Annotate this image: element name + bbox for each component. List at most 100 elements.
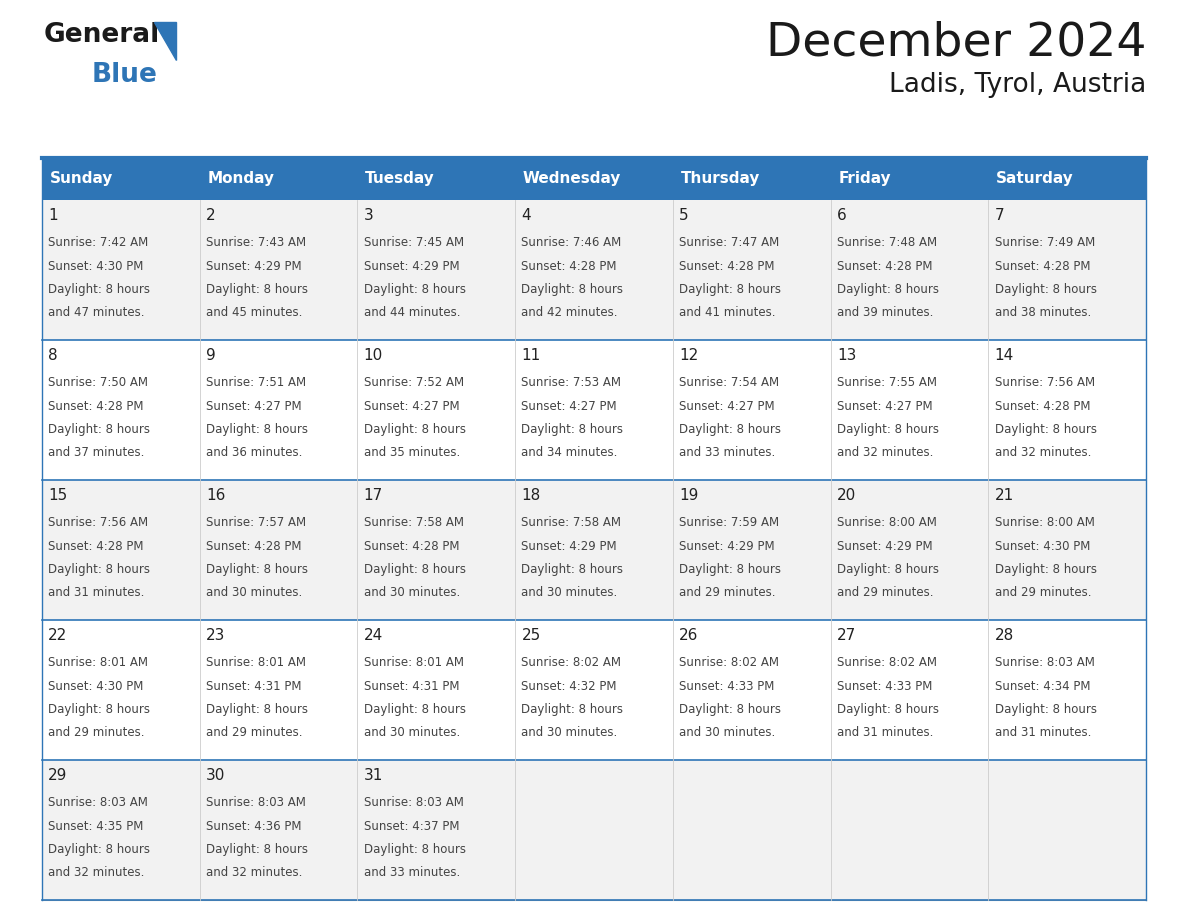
Text: 25: 25 [522,629,541,644]
Text: Wednesday: Wednesday [523,172,621,186]
Text: General: General [44,22,160,48]
Text: 17: 17 [364,488,383,503]
Text: and 32 minutes.: and 32 minutes. [49,866,145,879]
Text: Sunset: 4:31 PM: Sunset: 4:31 PM [206,679,302,692]
Text: Sunrise: 8:03 AM: Sunrise: 8:03 AM [364,797,463,810]
Text: Sunday: Sunday [50,172,113,186]
Text: 6: 6 [836,208,847,223]
Text: 27: 27 [836,629,857,644]
Bar [988,200,1146,340]
Text: 4: 4 [522,208,531,223]
Text: Sunrise: 7:56 AM: Sunrise: 7:56 AM [49,517,148,530]
Text: 11: 11 [522,349,541,364]
Bar [358,620,516,760]
Text: Daylight: 8 hours: Daylight: 8 hours [49,422,151,436]
Text: Sunset: 4:27 PM: Sunset: 4:27 PM [522,399,617,412]
Text: 1: 1 [49,208,58,223]
Text: Daylight: 8 hours: Daylight: 8 hours [994,283,1097,296]
Text: 8: 8 [49,349,58,364]
Text: Sunrise: 7:51 AM: Sunrise: 7:51 AM [206,376,307,389]
Text: Daylight: 8 hours: Daylight: 8 hours [49,283,151,296]
Text: Sunrise: 7:58 AM: Sunrise: 7:58 AM [364,517,463,530]
Text: Sunrise: 7:50 AM: Sunrise: 7:50 AM [49,376,148,389]
Text: and 30 minutes.: and 30 minutes. [206,586,302,599]
Text: and 30 minutes.: and 30 minutes. [364,586,460,599]
Text: Sunset: 4:32 PM: Sunset: 4:32 PM [522,679,617,692]
Text: Sunset: 4:29 PM: Sunset: 4:29 PM [680,540,775,553]
Bar [516,158,672,200]
Text: Sunset: 4:27 PM: Sunset: 4:27 PM [836,399,933,412]
Text: Sunset: 4:27 PM: Sunset: 4:27 PM [364,399,460,412]
Text: Sunrise: 8:03 AM: Sunrise: 8:03 AM [994,656,1094,669]
Text: and 45 minutes.: and 45 minutes. [206,306,303,319]
Text: Sunrise: 8:00 AM: Sunrise: 8:00 AM [836,517,937,530]
Text: and 30 minutes.: and 30 minutes. [522,586,618,599]
Text: 21: 21 [994,488,1013,503]
Text: Daylight: 8 hours: Daylight: 8 hours [364,283,466,296]
Bar [42,200,200,340]
Text: Tuesday: Tuesday [366,172,435,186]
Bar [516,200,672,340]
Bar [830,158,988,200]
Bar [358,158,516,200]
Text: and 39 minutes.: and 39 minutes. [836,306,934,319]
Text: Daylight: 8 hours: Daylight: 8 hours [364,563,466,576]
Text: Sunset: 4:36 PM: Sunset: 4:36 PM [206,820,302,833]
Text: Sunrise: 8:02 AM: Sunrise: 8:02 AM [836,656,937,669]
Bar [830,760,988,900]
Text: 18: 18 [522,488,541,503]
Text: Blue: Blue [91,62,158,88]
Bar [672,340,830,480]
Text: 5: 5 [680,208,689,223]
Bar [988,480,1146,620]
Text: Monday: Monday [208,172,274,186]
Text: Sunrise: 7:48 AM: Sunrise: 7:48 AM [836,237,937,250]
Text: Sunset: 4:29 PM: Sunset: 4:29 PM [206,260,302,273]
Text: Ladis, Tyrol, Austria: Ladis, Tyrol, Austria [889,72,1146,98]
Text: Daylight: 8 hours: Daylight: 8 hours [680,702,782,716]
Text: and 29 minutes.: and 29 minutes. [994,586,1091,599]
Bar [358,200,516,340]
Text: Daylight: 8 hours: Daylight: 8 hours [680,283,782,296]
Text: Sunset: 4:33 PM: Sunset: 4:33 PM [836,679,933,692]
Bar [42,760,200,900]
Bar [672,480,830,620]
Text: Sunrise: 7:45 AM: Sunrise: 7:45 AM [364,237,463,250]
Text: Sunset: 4:28 PM: Sunset: 4:28 PM [206,540,302,553]
Text: Friday: Friday [839,172,891,186]
Text: Sunrise: 8:02 AM: Sunrise: 8:02 AM [522,656,621,669]
Text: Daylight: 8 hours: Daylight: 8 hours [836,563,939,576]
Text: 23: 23 [206,629,226,644]
Text: and 37 minutes.: and 37 minutes. [49,446,145,459]
Text: Sunset: 4:33 PM: Sunset: 4:33 PM [680,679,775,692]
Text: Daylight: 8 hours: Daylight: 8 hours [522,702,624,716]
Text: 14: 14 [994,349,1013,364]
Text: and 41 minutes.: and 41 minutes. [680,306,776,319]
Text: and 36 minutes.: and 36 minutes. [206,446,303,459]
Text: and 32 minutes.: and 32 minutes. [206,866,303,879]
Text: Daylight: 8 hours: Daylight: 8 hours [206,843,308,856]
Text: and 29 minutes.: and 29 minutes. [836,586,934,599]
Text: 15: 15 [49,488,68,503]
Text: Daylight: 8 hours: Daylight: 8 hours [994,702,1097,716]
Text: Sunset: 4:27 PM: Sunset: 4:27 PM [680,399,775,412]
Bar [200,340,358,480]
Text: 30: 30 [206,768,226,783]
Text: Sunset: 4:30 PM: Sunset: 4:30 PM [49,260,144,273]
Text: Sunrise: 8:01 AM: Sunrise: 8:01 AM [206,656,307,669]
Bar [200,620,358,760]
Text: Sunset: 4:31 PM: Sunset: 4:31 PM [364,679,460,692]
Text: Sunset: 4:28 PM: Sunset: 4:28 PM [994,399,1091,412]
Text: Sunset: 4:28 PM: Sunset: 4:28 PM [49,540,144,553]
Text: Sunrise: 7:55 AM: Sunrise: 7:55 AM [836,376,937,389]
Text: and 47 minutes.: and 47 minutes. [49,306,145,319]
Bar [200,158,358,200]
Text: Daylight: 8 hours: Daylight: 8 hours [364,702,466,716]
Text: 22: 22 [49,629,68,644]
Text: Daylight: 8 hours: Daylight: 8 hours [522,422,624,436]
Text: Daylight: 8 hours: Daylight: 8 hours [994,563,1097,576]
Text: Daylight: 8 hours: Daylight: 8 hours [836,283,939,296]
Text: Saturday: Saturday [997,172,1074,186]
Text: 31: 31 [364,768,383,783]
Bar [42,620,200,760]
